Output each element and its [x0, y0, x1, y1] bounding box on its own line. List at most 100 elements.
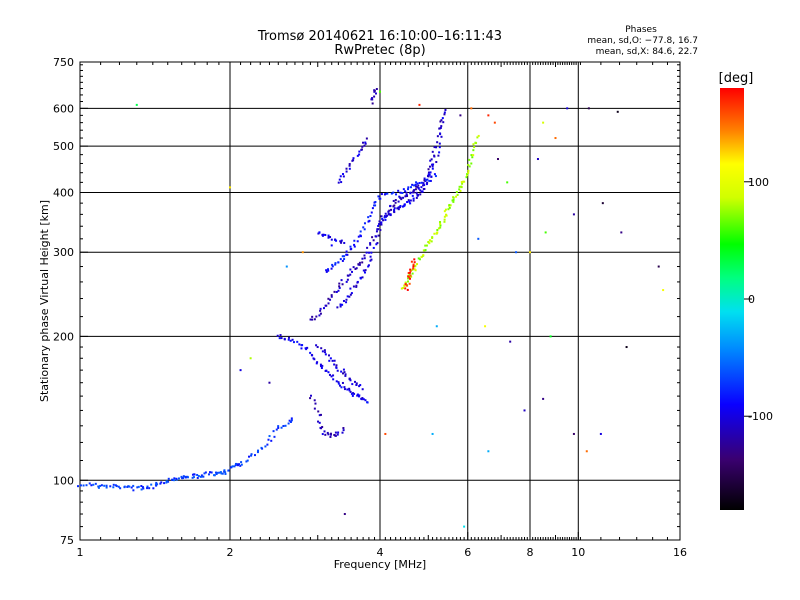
data-point: [317, 420, 320, 423]
data-point: [316, 361, 319, 364]
data-point: [366, 246, 369, 249]
data-point: [318, 231, 321, 234]
data-point: [82, 484, 85, 487]
data-point: [364, 141, 367, 144]
data-point: [373, 89, 376, 92]
data-point: [356, 240, 359, 243]
data-point: [413, 261, 416, 264]
data-point: [536, 158, 539, 161]
data-point: [472, 143, 475, 146]
data-point: [319, 312, 322, 315]
data-point: [156, 483, 159, 486]
data-point: [369, 259, 372, 262]
data-point: [356, 280, 359, 283]
data-point: [445, 214, 448, 217]
data-point: [409, 277, 412, 280]
data-point: [97, 485, 100, 488]
data-point: [270, 439, 273, 442]
data-point: [435, 146, 438, 149]
data-point: [337, 431, 340, 434]
data-point: [418, 258, 421, 261]
data-point: [318, 414, 321, 417]
data-point: [204, 471, 207, 474]
data-point: [390, 208, 393, 211]
data-point: [616, 110, 619, 113]
data-point: [329, 236, 332, 239]
data-point: [338, 286, 341, 289]
data-point: [152, 487, 155, 490]
data-point: [395, 193, 398, 196]
data-point: [363, 144, 366, 147]
data-point: [406, 201, 409, 204]
data-point: [389, 204, 392, 207]
data-point: [341, 283, 344, 286]
data-point: [191, 476, 194, 479]
data-point: [323, 430, 326, 433]
data-point: [438, 151, 441, 154]
data-point: [321, 350, 324, 353]
data-point: [585, 450, 588, 453]
data-point: [202, 475, 205, 478]
data-point: [443, 210, 446, 213]
data-point: [378, 220, 381, 223]
data-point: [375, 243, 378, 246]
data-point: [370, 258, 373, 261]
y-tick-label: 100: [53, 474, 74, 487]
data-point: [523, 409, 526, 412]
data-point: [337, 289, 340, 292]
data-point: [182, 477, 185, 480]
data-point: [117, 485, 120, 488]
data-point: [373, 204, 376, 207]
data-point: [337, 382, 340, 385]
data-point: [167, 477, 170, 480]
data-point: [418, 181, 421, 184]
data-point: [136, 486, 139, 489]
data-point: [407, 272, 410, 275]
data-point: [435, 232, 438, 235]
data-point: [296, 340, 299, 343]
data-point: [432, 163, 435, 166]
colorbar: [720, 88, 744, 510]
data-point: [311, 354, 314, 357]
data-point: [290, 417, 293, 420]
data-point: [348, 377, 351, 380]
data-point: [360, 148, 363, 151]
data-point: [325, 270, 328, 273]
x-tick-label: 6: [464, 546, 471, 559]
data-point: [451, 199, 454, 202]
data-point: [472, 154, 475, 157]
y-tick-label: 400: [53, 186, 74, 199]
data-point: [428, 173, 431, 176]
data-point: [239, 369, 242, 372]
data-point: [349, 390, 352, 393]
data-point: [358, 385, 361, 388]
data-point: [363, 271, 366, 274]
data-point: [419, 189, 422, 192]
data-point: [423, 184, 426, 187]
data-point: [186, 476, 189, 479]
data-point: [348, 389, 351, 392]
data-point: [407, 188, 410, 191]
data-point: [359, 384, 362, 387]
data-point: [431, 150, 434, 153]
data-point: [285, 265, 288, 268]
data-point: [300, 347, 303, 350]
data-point: [250, 454, 253, 457]
data-point: [400, 198, 403, 201]
data-point: [402, 196, 405, 199]
data-point: [365, 137, 368, 140]
data-point: [313, 358, 316, 361]
data-point: [319, 309, 322, 312]
data-point: [88, 482, 91, 485]
data-point: [468, 158, 471, 161]
data-point: [352, 266, 355, 269]
data-point: [471, 156, 474, 159]
data-point: [397, 200, 400, 203]
data-point: [343, 258, 346, 261]
data-point: [406, 288, 409, 291]
data-point: [366, 401, 369, 404]
data-point: [392, 191, 395, 194]
data-point: [370, 211, 373, 214]
data-point: [425, 244, 428, 247]
data-point: [316, 346, 319, 349]
